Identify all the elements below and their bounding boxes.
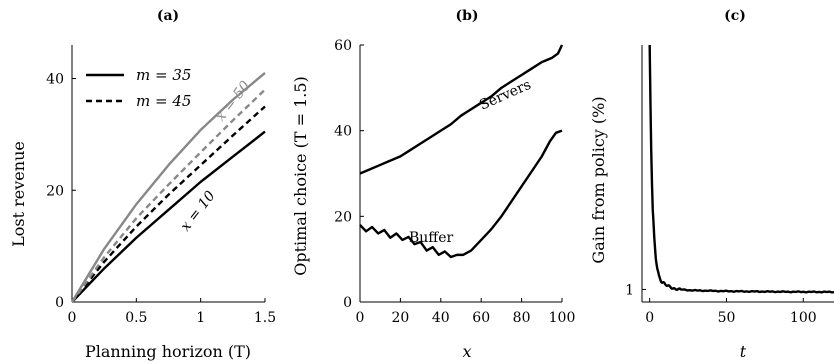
panel-b-series-line-1 xyxy=(359,129,563,259)
annotation-x50: x = 50 xyxy=(213,78,254,124)
panel-b-ytick-label: 60 xyxy=(334,38,352,54)
panel-b-series-line-0 xyxy=(359,44,564,175)
panel-a-title: (a) xyxy=(157,8,179,24)
panel-b-xtick-label: 60 xyxy=(472,310,490,326)
panel-b-ytick-label: 0 xyxy=(343,295,352,311)
panel-a-xtick-label: 1.5 xyxy=(254,310,276,326)
legend: m = 35 m = 45 xyxy=(86,66,191,110)
panel-b-xtick-label: 0 xyxy=(356,310,365,326)
panel-a-series-line-0 xyxy=(71,130,266,303)
panel-c-ylabel: Gain from policy (%) xyxy=(589,96,608,263)
annotation-servers: Servers xyxy=(477,77,533,114)
panel-b-xtick-label: 100 xyxy=(549,310,576,326)
panel-a-series-line-1 xyxy=(71,105,266,303)
annotation-x10: x = 10 xyxy=(178,188,219,234)
legend-label-m35: m = 35 xyxy=(136,66,191,84)
panel-b-xtick-label: 80 xyxy=(513,310,531,326)
panel-b-title: (b) xyxy=(455,8,478,24)
panel-a-axes: 0 0.5 1 1.5 0 20 40 xyxy=(46,45,276,326)
panel-b-ytick-label: 20 xyxy=(334,209,352,225)
panel-a-ytick-label: 20 xyxy=(46,183,64,199)
legend-label-m45: m = 45 xyxy=(136,92,191,110)
panel-b-xtick-label: 20 xyxy=(391,310,409,326)
annotation-buffer: Buffer xyxy=(409,230,454,246)
panel-c-xlabel: t xyxy=(740,342,747,361)
panel-a-ytick-label: 0 xyxy=(55,295,64,311)
panel-c-title: (c) xyxy=(724,8,746,24)
panel-c-xtick-label: 50 xyxy=(718,310,736,326)
panel-a-series-line-2 xyxy=(71,88,266,303)
panel-b-axes: 0 20 40 60 80 100 0 20 40 60 xyxy=(334,38,575,326)
panel-a-xlabel: Planning horizon (T) xyxy=(85,342,251,361)
panel-b-ylabel: Optimal choice (T = 1.5) xyxy=(291,76,310,276)
panel-c-axes: 0 50 100 1 xyxy=(625,44,834,326)
panel-c-xtick-label: 0 xyxy=(645,310,654,326)
panel-c-ytick-label: 1 xyxy=(625,282,634,298)
panel-a-xtick-label: 0.5 xyxy=(125,310,147,326)
panel-b-xlabel: x xyxy=(462,342,471,361)
panel-a-xtick-label: 0 xyxy=(68,310,77,326)
panel-b-xtick-label: 40 xyxy=(432,310,450,326)
panel-a-series-line-3 xyxy=(70,72,266,303)
panel-c-xtick-label: 100 xyxy=(790,310,817,326)
panel-a-ytick-label: 40 xyxy=(46,72,64,88)
panel-c-series-line-0 xyxy=(648,44,834,294)
panel-b-ytick-label: 40 xyxy=(334,124,352,140)
panel-a-ylabel: Lost revenue xyxy=(9,141,28,247)
panel-a-xtick-label: 1 xyxy=(196,310,205,326)
